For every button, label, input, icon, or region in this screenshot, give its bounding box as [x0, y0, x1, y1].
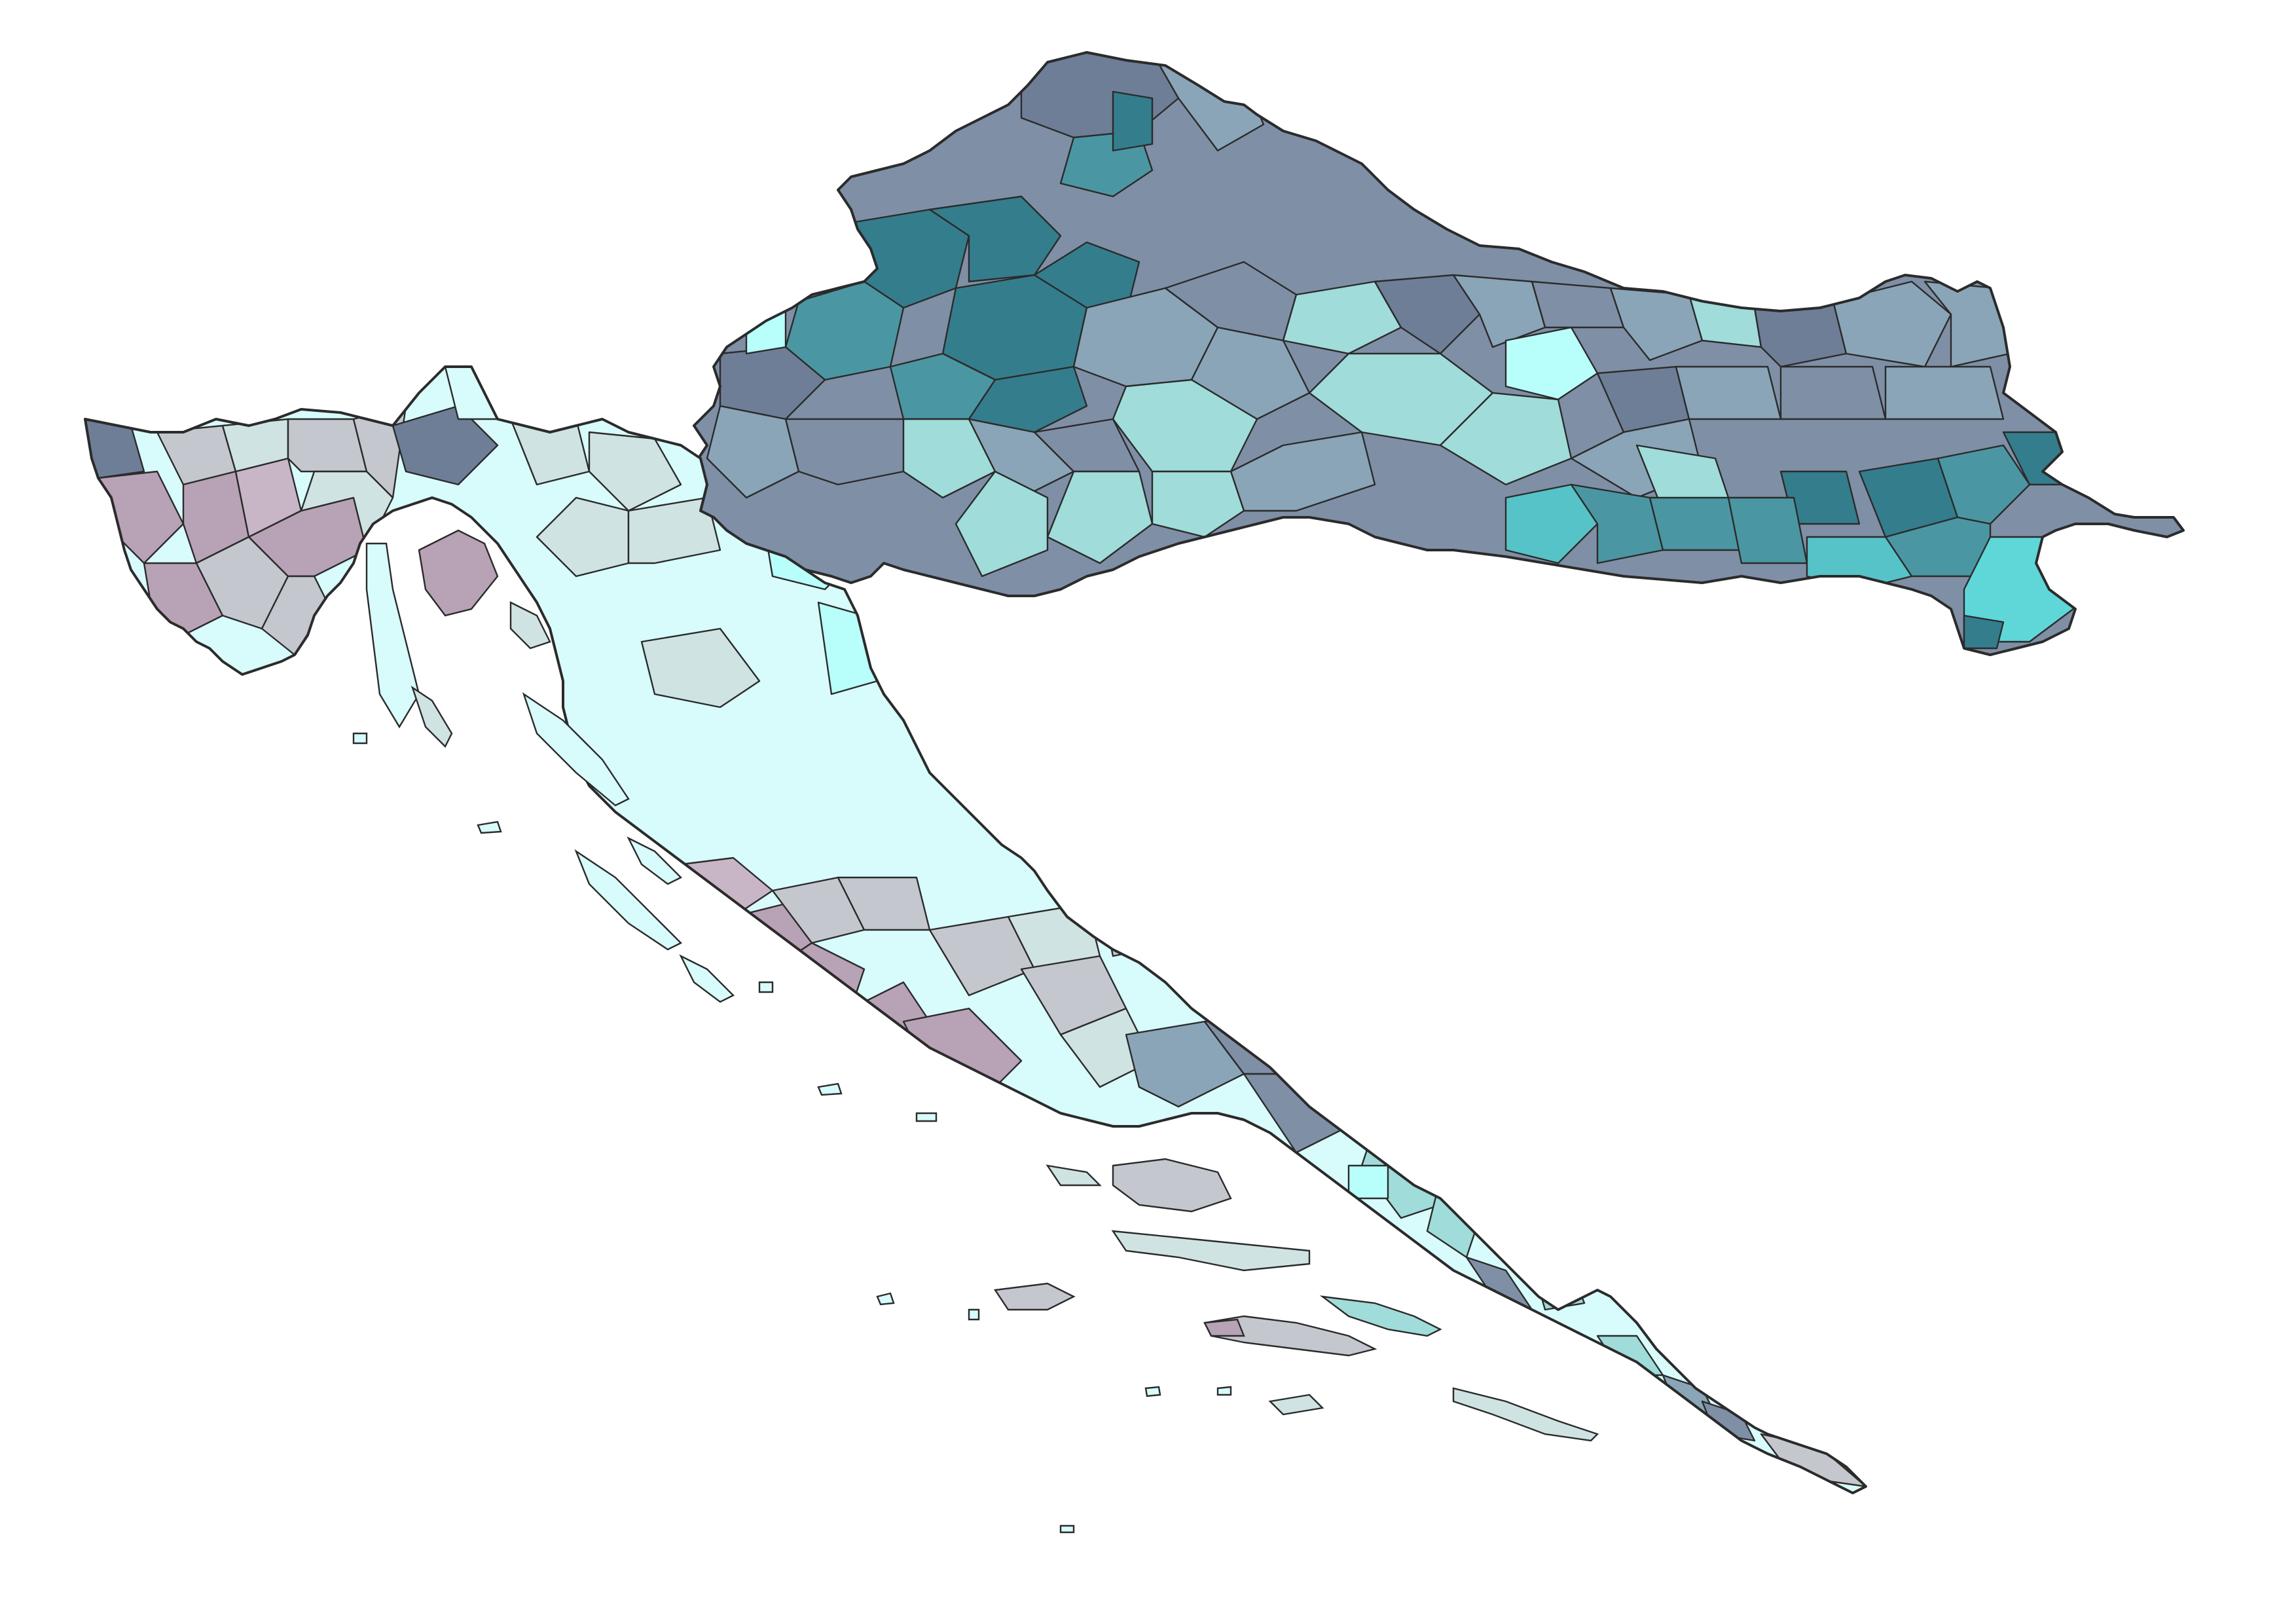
- municipality: [1125, 1020, 1245, 1108]
- island-solta: [1046, 1164, 1102, 1187]
- municipality: [1923, 280, 2011, 368]
- municipality: [261, 575, 329, 656]
- municipality: [627, 496, 721, 564]
- municipality: [968, 418, 1075, 499]
- island-vis: [993, 1282, 1076, 1311]
- municipality: [1649, 496, 1743, 551]
- municipality: [1727, 496, 1808, 564]
- islet-small-4: [1144, 1386, 1161, 1397]
- island-rab: [509, 601, 551, 650]
- island-lastovo: [1268, 1393, 1324, 1416]
- island-kornati: [679, 954, 735, 1003]
- municipality: [706, 405, 800, 499]
- islands: [352, 529, 1599, 1534]
- municipality: [1112, 90, 1154, 152]
- municipality: [1531, 280, 1625, 329]
- municipality: [1046, 470, 1154, 564]
- municipality: [1151, 470, 1245, 538]
- municipality: [1374, 274, 1481, 355]
- municipality: [1282, 280, 1402, 355]
- municipality: [1937, 444, 2031, 525]
- municipality: [955, 470, 1049, 578]
- island-cres: [365, 542, 420, 729]
- island-brac: [1112, 1158, 1232, 1213]
- municipality: [1504, 326, 1599, 401]
- islet-small-8: [915, 1112, 938, 1122]
- municipality: [968, 365, 1088, 434]
- municipality: [1347, 1164, 1389, 1200]
- municipality: [1099, 889, 1180, 957]
- municipality: [1504, 483, 1599, 564]
- island-mljet: [1452, 1387, 1599, 1442]
- continental-region: [694, 52, 2183, 655]
- islet-small-2: [968, 1308, 980, 1321]
- islet-small-7: [817, 1082, 843, 1096]
- municipality: [392, 405, 499, 486]
- municipality: [1033, 241, 1140, 316]
- islet-small-10: [477, 821, 502, 834]
- islet-small-9: [352, 732, 368, 745]
- municipality: [1963, 614, 2005, 650]
- municipality: [640, 627, 761, 709]
- island-peljesac: [1319, 1295, 1442, 1337]
- island-losinj: [410, 686, 453, 748]
- municipality: [1832, 280, 1952, 368]
- municipality: [1387, 1125, 1442, 1154]
- municipality: [1164, 929, 1232, 997]
- municipality: [1779, 365, 1887, 420]
- municipality: [1439, 392, 1573, 486]
- municipality: [1675, 365, 1782, 420]
- islet-small-6: [758, 981, 774, 993]
- island-hvar: [1111, 1230, 1311, 1272]
- island-ugljan: [627, 836, 683, 885]
- island-pag: [522, 692, 630, 807]
- municipality: [1884, 365, 2005, 420]
- islet-small-3: [1059, 1524, 1075, 1534]
- municipality: [588, 431, 682, 512]
- island-korcula: [1203, 1315, 1377, 1357]
- islet-small-1: [876, 1292, 895, 1306]
- islet-small-5: [1216, 1386, 1232, 1396]
- island-dugi-otok: [574, 849, 683, 951]
- municipality: [1570, 483, 1664, 564]
- municipality: [902, 418, 996, 499]
- municipality: [1308, 1046, 1402, 1128]
- municipality: [536, 496, 630, 578]
- municipality: [1760, 1433, 1866, 1488]
- municipality: [1190, 326, 1311, 420]
- island-korcula-east: [1203, 1318, 1245, 1337]
- island-krk: [418, 529, 499, 617]
